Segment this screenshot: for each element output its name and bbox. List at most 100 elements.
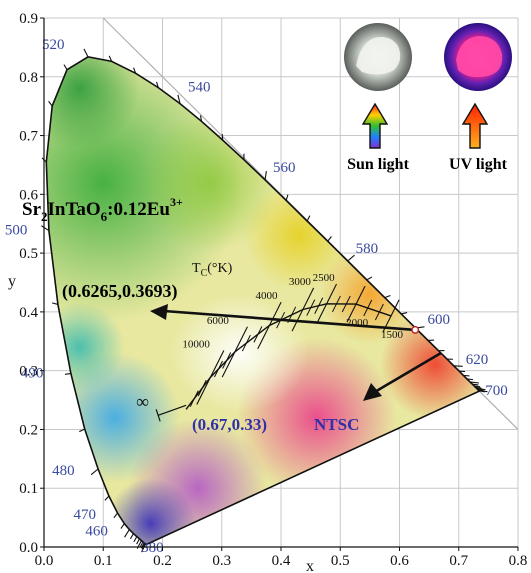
infinity-tick <box>155 409 161 422</box>
isotemperature-line <box>346 285 366 323</box>
y-tick-label: 0.9 <box>19 11 38 27</box>
locus-tick <box>133 67 137 74</box>
x-axis-title: x <box>306 558 314 573</box>
y-tick-label: 0.0 <box>19 540 38 556</box>
sunlight-powder <box>356 37 401 75</box>
locus-tick <box>90 468 99 476</box>
axes: 0.0 0.1 0.2 0.3 0.4 0.5 0.6 0.7 0.8 0.0 0.1 0.2 0.3 0… <box>8 11 527 573</box>
measured-coordinate-label: (0.6265,0.3693) <box>62 281 178 302</box>
sunlight-caption: Sun light <box>347 156 409 173</box>
locus-tick <box>327 236 332 242</box>
locus-tick <box>199 115 203 122</box>
wavelength-label-480: 480 <box>52 463 74 479</box>
infinity-label: ∞ <box>136 391 149 411</box>
measured-arrow-shaft <box>163 309 416 332</box>
gamut-color-region <box>46 56 244 323</box>
locus-tick <box>463 374 470 377</box>
y-tick-label: 0.3 <box>19 364 38 380</box>
locus-tick <box>129 533 134 540</box>
locus-tick <box>136 538 140 545</box>
locus-tick <box>141 543 147 553</box>
locus-tick <box>63 64 68 71</box>
wavelength-label-500: 500 <box>5 223 28 239</box>
x-tick-label: 0.0 <box>35 553 54 569</box>
infinity-isotemp-line <box>157 404 187 416</box>
locus-tick <box>113 512 118 519</box>
wavelength-label-540: 540 <box>188 80 211 96</box>
compound-label: Sr2InTaO6:0.12Eu3+ <box>22 195 183 224</box>
x-tick-label: 0.7 <box>449 553 468 569</box>
locus-tick <box>469 381 480 384</box>
coordinate-arrows <box>150 304 442 401</box>
uv-caption: UV light <box>449 156 508 173</box>
ntsc-arrow-head <box>363 383 382 401</box>
x-tick-label: 0.2 <box>153 553 172 569</box>
x-tick-label: 0.3 <box>212 553 231 569</box>
y-axis-title: y <box>8 273 16 290</box>
y-tick-label: 0.2 <box>19 422 38 438</box>
temperature-label-1500: 1500 <box>381 329 404 341</box>
temperature-label-4000: 4000 <box>255 290 277 302</box>
locus-tick <box>141 543 146 550</box>
locus-tick <box>384 295 391 299</box>
measured-arrow-head <box>150 304 168 320</box>
x-tick-label: 0.1 <box>94 553 113 569</box>
sunlight-arrow-icon <box>361 102 389 149</box>
planck-hash <box>374 303 384 321</box>
y-tick-label: 0.1 <box>19 481 38 497</box>
y-tick-label: 0.8 <box>19 70 38 86</box>
locus-tick <box>477 388 484 391</box>
isotemperature-line <box>316 283 338 324</box>
temperature-label-3000: 3000 <box>289 276 312 288</box>
temperature-label-10000: 10000 <box>182 338 210 350</box>
y-tick-label: 0.7 <box>19 129 38 145</box>
y-tick-label: 0.6 <box>19 187 38 203</box>
temperature-label-2500: 2500 <box>313 272 336 284</box>
wavelength-label-460: 460 <box>85 524 108 540</box>
planck-hash <box>222 352 232 369</box>
y-tick-label: 0.5 <box>19 246 38 262</box>
locus-tick <box>347 254 355 262</box>
ntsc-coordinate-label: (0.67,0.33) <box>192 415 267 434</box>
isotemperature-line <box>257 301 282 350</box>
planck-hash <box>253 326 263 343</box>
locus-tick <box>479 390 486 393</box>
planck-hash <box>341 295 351 313</box>
planck-hash <box>214 360 223 378</box>
measured-point-marker <box>411 326 420 334</box>
uv-powder <box>456 36 503 78</box>
locus-tick <box>40 225 50 232</box>
wavelength-label-520: 520 <box>42 37 65 53</box>
locus-tick <box>124 529 130 538</box>
temperature-label-6000: 6000 <box>207 315 230 327</box>
locus-tick <box>476 387 486 391</box>
locus-tick <box>139 541 144 548</box>
locus-tick <box>474 385 481 388</box>
x-tick-label: 0.4 <box>272 553 291 569</box>
planck-hash <box>241 334 251 352</box>
planck-hash <box>197 379 207 397</box>
locus-tick <box>306 215 311 222</box>
y-tick-label: 0.4 <box>19 305 38 321</box>
locus-tick <box>401 312 408 315</box>
wavelength-label-560: 560 <box>273 160 296 176</box>
ntsc-arrow-shaft <box>372 351 442 395</box>
locus-tick <box>177 94 181 104</box>
gamut-color-region <box>46 302 125 393</box>
tc-label: TC(°K) <box>192 261 233 279</box>
locus-tick <box>264 170 267 181</box>
locus-tick <box>285 194 289 201</box>
locus-tick <box>48 100 53 107</box>
locus-tick <box>64 373 71 375</box>
locus-tick <box>108 55 113 62</box>
locus-tick <box>120 523 125 529</box>
gamut-color-region <box>105 478 196 545</box>
locus-tick <box>133 536 138 543</box>
ntsc-label: NTSC <box>314 415 359 434</box>
locus-tick <box>472 383 479 386</box>
locus-tick <box>475 386 482 389</box>
